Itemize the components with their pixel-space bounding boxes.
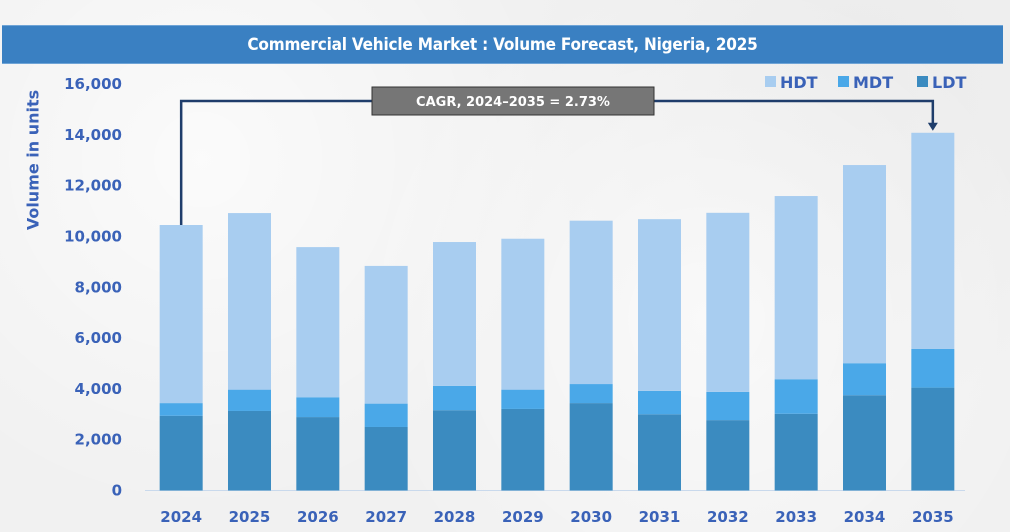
bar-mdt-2024 [159, 403, 203, 416]
arrow-down-icon [927, 122, 938, 131]
bar-hdt-2027 [364, 265, 408, 404]
y-tick-label: 0 [112, 482, 122, 500]
legend-label-ldt: LDT [932, 73, 966, 92]
x-tick-label: 2028 [434, 508, 476, 526]
legend-label-hdt: HDT [780, 73, 818, 92]
cagr-label: CAGR, 2024–2035 = 2.73% [416, 95, 610, 110]
bar-hdt-2033 [774, 196, 818, 380]
bar-hdt-2031 [638, 219, 681, 391]
bar-mdt-2027 [364, 403, 408, 427]
bar-ldt-2026 [296, 417, 340, 491]
x-tick-label: 2026 [297, 508, 339, 526]
x-tick-label: 2032 [707, 508, 749, 526]
cagr-connector-line [179, 99, 935, 226]
y-tick-label: 12,000 [64, 177, 122, 195]
bar-mdt-2035 [911, 348, 955, 388]
bar-hdt-2030 [569, 220, 613, 385]
bar-hdt-2032 [706, 212, 750, 392]
x-tick-label: 2030 [570, 508, 612, 526]
y-tick-label: 16,000 [64, 75, 122, 93]
bar-mdt-2025 [228, 389, 271, 411]
x-tick-label: 2035 [912, 508, 954, 526]
x-axis: 2024 2025 2026 2027 2028 2029 2030 2031 2032 2033… [160, 508, 953, 526]
bar-ldt-2027 [364, 426, 408, 491]
legend-label-mdt: MDT [853, 73, 893, 92]
bar-hdt-2034 [843, 165, 886, 364]
y-tick-label: 10,000 [64, 227, 122, 245]
bar-mdt-2026 [296, 397, 340, 418]
bar-mdt-2031 [638, 390, 681, 415]
legend: HDT MDT LDT [765, 73, 966, 92]
x-tick-label: 2031 [639, 508, 681, 526]
bar-mdt-2030 [569, 384, 613, 404]
bar-mdt-2029 [501, 389, 545, 409]
bar-ldt-2028 [433, 410, 476, 491]
bar-mdt-2028 [433, 385, 476, 411]
x-tick-label: 2024 [160, 508, 202, 526]
y-tick-label: 2,000 [75, 431, 122, 449]
legend-swatch-mdt [838, 76, 849, 87]
bar-mdt-2033 [774, 379, 818, 414]
x-tick-label: 2025 [229, 508, 271, 526]
bar-hdt-2035 [911, 132, 955, 349]
y-tick-label: 6,000 [75, 329, 122, 347]
bar-hdt-2026 [296, 247, 340, 398]
bar-hdt-2029 [501, 238, 545, 390]
bar-ldt-2029 [501, 408, 545, 491]
bar-ldt-2024 [159, 415, 203, 491]
x-tick-label: 2027 [365, 508, 407, 526]
cagr-annotation: CAGR, 2024–2035 = 2.73% [179, 86, 938, 226]
chart-title: Commercial Vehicle Market : Volume Forec… [2, 25, 1003, 64]
bar-ldt-2032 [706, 420, 750, 491]
bar-ldt-2031 [638, 414, 681, 491]
y-tick-label: 8,000 [75, 278, 122, 296]
x-tick-label: 2034 [844, 508, 886, 526]
bar-ldt-2030 [569, 403, 613, 491]
y-axis: 0 2,000 4,000 6,000 8,000 10,000 12,000 14,000 1… [64, 75, 122, 500]
bar-ldt-2034 [843, 395, 886, 491]
bar-hdt-2025 [228, 213, 271, 390]
legend-swatch-ldt [917, 76, 928, 87]
y-tick-label: 14,000 [64, 126, 122, 144]
cagr-box [371, 86, 655, 116]
bar-mdt-2034 [843, 363, 886, 396]
bar-hdt-2028 [433, 242, 476, 386]
bar-mdt-2032 [706, 391, 750, 421]
x-tick-label: 2029 [502, 508, 544, 526]
bar-ldt-2035 [911, 387, 955, 491]
bars [159, 132, 955, 491]
x-tick-label: 2033 [775, 508, 817, 526]
bar-ldt-2025 [228, 410, 271, 491]
bar-ldt-2033 [774, 413, 818, 491]
y-tick-label: 4,000 [75, 380, 122, 398]
bar-hdt-2024 [159, 225, 203, 404]
legend-swatch-hdt [765, 76, 776, 87]
